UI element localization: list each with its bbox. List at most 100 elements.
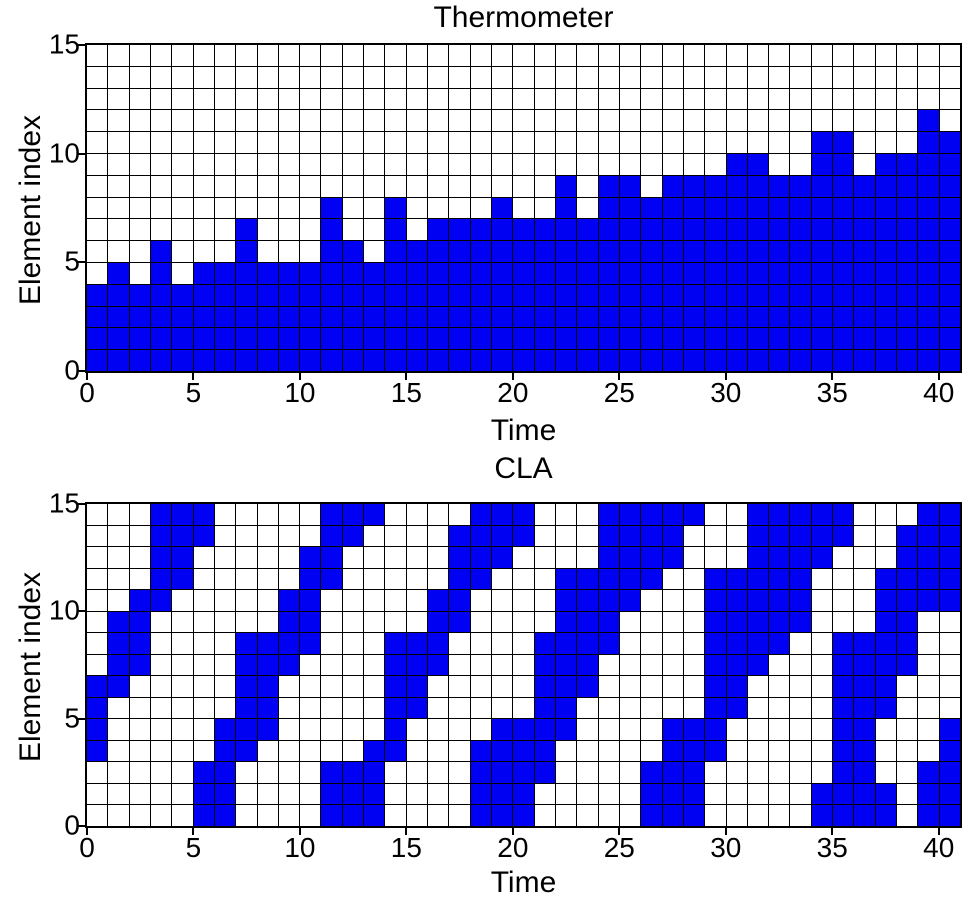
grid-cell [449, 740, 470, 762]
grid-cell [449, 45, 470, 66]
grid-cell [875, 45, 897, 66]
grid-cell [236, 219, 257, 241]
grid-cell [875, 740, 897, 762]
x-tick-mark [192, 373, 195, 380]
grid-cell [406, 306, 428, 328]
chart-title: CLA [494, 452, 553, 485]
x-tick-mark [86, 828, 88, 835]
grid-cell [406, 525, 428, 547]
grid-cell [129, 241, 150, 262]
grid-cell [726, 568, 747, 590]
grid-cell [939, 66, 960, 88]
grid-cell [641, 175, 662, 197]
grid-cell [555, 132, 577, 153]
grid-cell [897, 654, 918, 676]
grid-cell [619, 590, 641, 611]
grid-cell [747, 762, 769, 783]
grid-cell [641, 783, 662, 805]
grid-cell [619, 153, 641, 175]
x-tick-mark [831, 828, 834, 835]
grid-cell [705, 504, 726, 525]
grid-cell [833, 740, 854, 762]
x-tick-label: 35 [816, 832, 848, 863]
grid-cell [769, 197, 790, 219]
grid-cell [769, 611, 790, 633]
grid-cell [321, 284, 342, 306]
grid-cell [236, 676, 257, 697]
grid-cell [662, 88, 683, 110]
grid-cell [342, 241, 364, 262]
grid-cell [278, 284, 300, 306]
grid-cell [470, 547, 492, 568]
grid-cell [108, 132, 129, 153]
grid-cell [172, 350, 193, 371]
grid-cell [577, 132, 598, 153]
grid-cell [470, 719, 492, 740]
x-tick-mark [86, 373, 88, 380]
grid-cell [385, 719, 406, 740]
grid-cell [87, 132, 108, 153]
grid-cell [513, 611, 534, 633]
grid-cell [449, 88, 470, 110]
grid-cell [87, 697, 108, 719]
grid-cell [726, 547, 747, 568]
grid-cell [534, 197, 555, 219]
grid-cell [662, 504, 683, 525]
grid-cell [683, 719, 705, 740]
grid-cell [875, 262, 897, 284]
grid-cell [150, 568, 172, 590]
grid-cell [449, 697, 470, 719]
grid-cell [833, 676, 854, 697]
grid-cell [214, 262, 236, 284]
grid-cell [342, 262, 364, 284]
grid-cell [108, 66, 129, 88]
grid-cell [300, 762, 321, 783]
grid-cell [449, 547, 470, 568]
grid-cell [513, 175, 534, 197]
grid-cell [321, 740, 342, 762]
grid-cell [385, 568, 406, 590]
grid-cell [364, 197, 385, 219]
grid-cell [641, 219, 662, 241]
grid-cell [342, 590, 364, 611]
grid-cell [87, 153, 108, 175]
grid-cell [150, 132, 172, 153]
grid-cell [769, 219, 790, 241]
grid-cell [897, 676, 918, 697]
grid-cell [811, 547, 833, 568]
grid-cell [470, 197, 492, 219]
grid-cell [492, 740, 513, 762]
grid-cell [811, 66, 833, 88]
grid-cell [172, 66, 193, 88]
grid-cell [598, 219, 619, 241]
grid-cell [577, 45, 598, 66]
grid-cell [321, 132, 342, 153]
grid-cell [513, 805, 534, 826]
grid-cell [939, 262, 960, 284]
grid-cell [918, 350, 939, 371]
grid-cell [598, 590, 619, 611]
y-tick-mark [78, 503, 85, 505]
grid-cell [918, 697, 939, 719]
grid-cell [897, 153, 918, 175]
grid-cell [662, 568, 683, 590]
grid-cell [790, 197, 811, 219]
grid-cell [321, 762, 342, 783]
grid-cell [875, 328, 897, 350]
grid-cell [662, 590, 683, 611]
grid-cell [257, 676, 278, 697]
x-tick-label: 15 [390, 832, 422, 863]
grid-cell [385, 175, 406, 197]
grid-cell [875, 241, 897, 262]
grid-cell [108, 525, 129, 547]
grid-cell [619, 654, 641, 676]
grid-cell [172, 197, 193, 219]
grid-cell [662, 719, 683, 740]
grid-cell [108, 350, 129, 371]
grid-cell [918, 676, 939, 697]
grid-cell [129, 654, 150, 676]
grid-cell [939, 88, 960, 110]
x-tick-label: 30 [710, 377, 742, 408]
grid-cell [321, 219, 342, 241]
x-tick-marks [86, 828, 960, 835]
